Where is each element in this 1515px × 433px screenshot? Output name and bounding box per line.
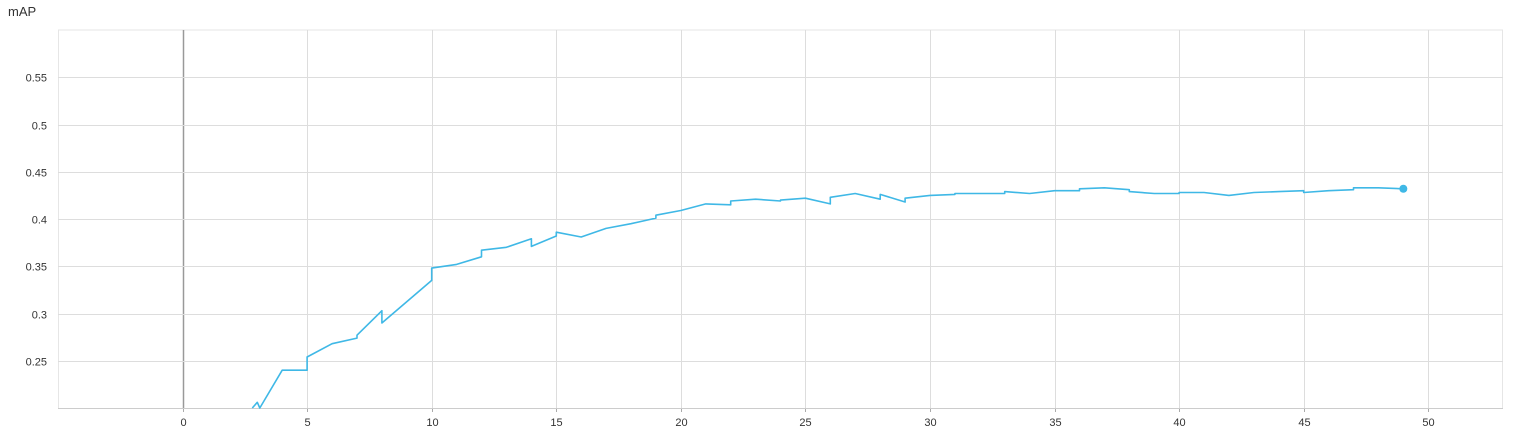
x-tick-label: 25 bbox=[799, 417, 811, 429]
y-tick-label: 0.4 bbox=[32, 215, 47, 227]
y-tick-label: 0.3 bbox=[32, 310, 47, 322]
series-line bbox=[251, 187, 1404, 409]
y-tick-label: 0.5 bbox=[32, 121, 47, 133]
y-tick-label: 0.35 bbox=[26, 262, 47, 274]
x-tick-label: 10 bbox=[426, 417, 438, 429]
axes bbox=[58, 408, 1503, 412]
y-tick-label: 0.55 bbox=[26, 73, 47, 85]
x-tick-label: 50 bbox=[1422, 417, 1434, 429]
chart-title: mAP bbox=[8, 4, 37, 19]
x-tick-label: 20 bbox=[675, 417, 687, 429]
x-tick-label: 0 bbox=[180, 417, 186, 429]
x-tick-label: 5 bbox=[304, 417, 310, 429]
last-point-marker[interactable] bbox=[1399, 184, 1408, 193]
x-tick-label: 45 bbox=[1298, 417, 1310, 429]
series-group bbox=[251, 184, 1408, 409]
y-tick-label: 0.45 bbox=[26, 168, 47, 180]
x-tick-label: 30 bbox=[924, 417, 936, 429]
x-tick-labels: 0 5 10 15 20 25 30 35 40 45 50 bbox=[180, 417, 1434, 429]
x-tick-label: 35 bbox=[1049, 417, 1061, 429]
grid-lines bbox=[58, 29, 1503, 408]
y-tick-labels: 0.25 0.3 0.35 0.4 0.45 0.5 0.55 bbox=[26, 73, 47, 369]
x-tick-label: 40 bbox=[1173, 417, 1185, 429]
y-tick-label: 0.25 bbox=[26, 357, 47, 369]
x-tick-label: 15 bbox=[550, 417, 562, 429]
